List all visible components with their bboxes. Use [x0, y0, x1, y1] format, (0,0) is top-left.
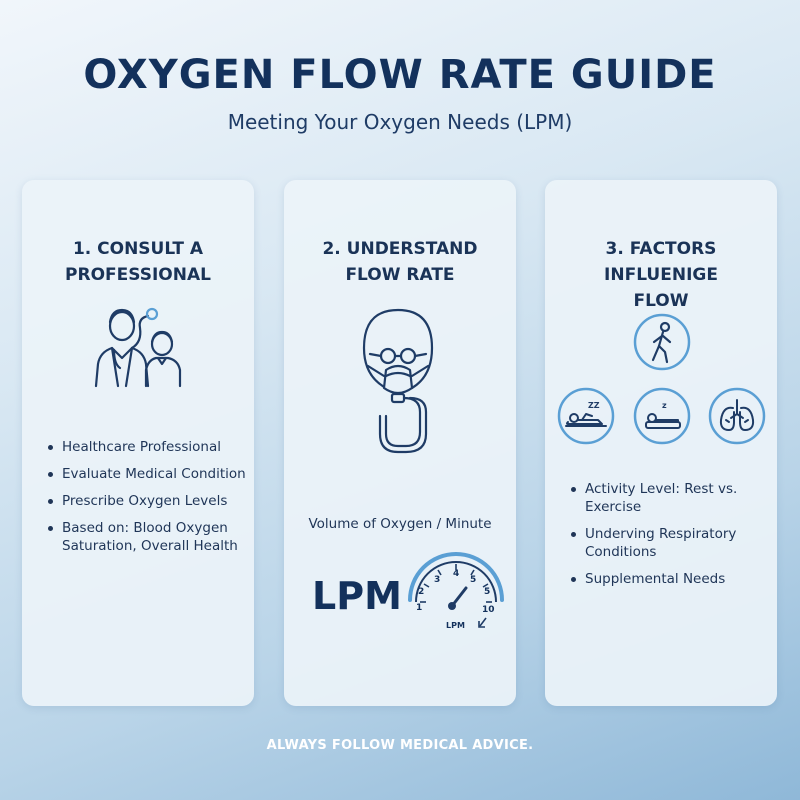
- gauge-tick-label: 2: [418, 587, 424, 597]
- list-item: Healthcare Professional: [48, 438, 246, 456]
- card-consult-professional: 1. CONSULT A PROFESSIONAL Healthcare Pro…: [22, 180, 254, 706]
- walking-person-icon: [632, 312, 692, 376]
- card-title-line1: 2. UNDERSTAND: [322, 239, 478, 259]
- card-title-line2: FLOW RATE: [345, 265, 455, 285]
- sleep-z-label: z: [662, 401, 667, 410]
- resting-person-icon: ZZ: [556, 386, 616, 450]
- card-factors-influence-flow: 3. FACTORS INFLUENIGE FLOW ZZ: [545, 180, 777, 706]
- list-item: Based on: Blood Oxygen Saturation, Overa…: [48, 519, 246, 555]
- bullet-list: Healthcare Professional Evaluate Medical…: [48, 438, 246, 564]
- list-item: Prescribe Oxygen Levels: [48, 492, 246, 510]
- gauge-tick-label: 1: [416, 603, 422, 613]
- card-title: 2. UNDERSTAND FLOW RATE: [284, 236, 516, 288]
- card-title: 1. CONSULT A PROFESSIONAL: [22, 236, 254, 288]
- oxygen-mask-icon: [350, 304, 450, 458]
- card-title: 3. FACTORS INFLUENIGE FLOW: [545, 236, 777, 314]
- lpm-label: LPM: [312, 574, 402, 618]
- lungs-icon: [707, 386, 767, 450]
- flow-gauge-icon: 1 2 3 4 5 5 10 LPM: [402, 548, 512, 642]
- gauge-tick-label: 10: [482, 605, 495, 615]
- gauge-tick-label: 3: [434, 575, 440, 585]
- doctor-patient-icon: [90, 298, 190, 392]
- list-item: Supplemental Needs: [571, 570, 769, 588]
- list-item: Evaluate Medical Condition: [48, 465, 246, 483]
- card-title-line1: 1. CONSULT A: [72, 239, 204, 259]
- sleep-z-label: ZZ: [588, 401, 600, 410]
- volume-label: Volume of Oxygen / Minute: [308, 516, 492, 532]
- gauge-tick-label: 5: [470, 575, 476, 585]
- card-understand-flow-rate: 2. UNDERSTAND FLOW RATE Volume of Oxygen…: [284, 180, 516, 706]
- page-subtitle: Meeting Your Oxygen Needs (LPM): [227, 110, 573, 134]
- list-item: Underving Respiratory Conditions: [571, 525, 769, 561]
- list-item: Activity Level: Rest vs. Exercise: [571, 480, 769, 516]
- gauge-tick-label: 5: [484, 587, 490, 597]
- gauge-unit: LPM: [446, 621, 465, 630]
- sleeping-person-icon: z: [632, 386, 692, 450]
- card-title-line2: FLOW: [633, 291, 689, 311]
- card-title-line1: 3. FACTORS INFLUENIGE: [604, 239, 718, 285]
- gauge-tick-label: 4: [453, 569, 459, 579]
- bullet-list: Activity Level: Rest vs. Exercise Underv…: [571, 480, 769, 597]
- card-title-line2: PROFESSIONAL: [65, 265, 211, 285]
- footer-disclaimer: ALWAYS FOLLOW MEDICAL ADVICE.: [266, 738, 534, 753]
- page-title: OXYGEN FLOW RATE GUIDE: [83, 52, 717, 98]
